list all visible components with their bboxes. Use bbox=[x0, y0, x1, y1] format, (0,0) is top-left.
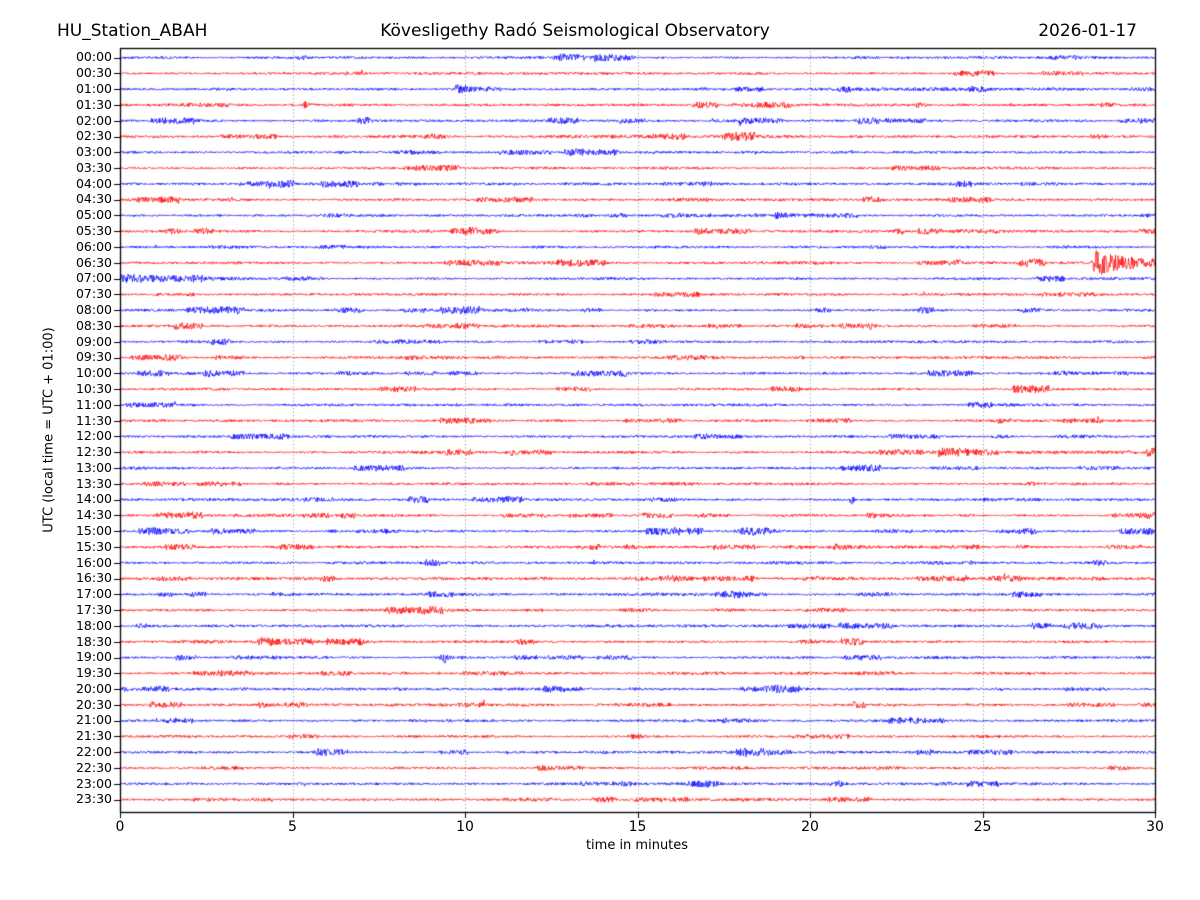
y-tick-label: 19:30 bbox=[75, 665, 112, 681]
y-tick-label: 07:30 bbox=[75, 286, 112, 302]
x-tick-label: 5 bbox=[288, 819, 297, 835]
x-tick-label: 30 bbox=[1146, 819, 1164, 835]
y-tick-label: 08:00 bbox=[75, 301, 112, 317]
y-tick-label: 13:30 bbox=[75, 475, 112, 491]
y-tick-label: 13:00 bbox=[75, 459, 112, 475]
y-tick-label: 21:30 bbox=[75, 728, 112, 744]
y-tick-label: 20:00 bbox=[75, 680, 112, 696]
y-tick-label: 10:30 bbox=[75, 380, 112, 396]
x-tick-label: 0 bbox=[115, 819, 125, 835]
y-tick-label: 15:00 bbox=[75, 523, 112, 538]
y-tick-label: 10:00 bbox=[75, 365, 112, 381]
y-tick-label: 08:30 bbox=[75, 317, 112, 333]
y-tick-label: 16:00 bbox=[75, 554, 112, 570]
y-tick-label: 23:00 bbox=[75, 775, 112, 791]
y-tick-label: 06:00 bbox=[75, 238, 112, 254]
y-tick-label: 14:30 bbox=[75, 507, 112, 523]
x-tick-label: 20 bbox=[801, 819, 819, 835]
y-tick-label: 11:30 bbox=[75, 412, 112, 428]
y-tick-label: 12:30 bbox=[75, 444, 112, 460]
y-tick-label: 04:30 bbox=[75, 191, 112, 207]
y-tick-label: 01:30 bbox=[75, 96, 112, 112]
y-tick-label: 22:00 bbox=[75, 744, 112, 760]
y-tick-label: 22:30 bbox=[75, 759, 112, 775]
y-tick-label: 06:30 bbox=[75, 254, 112, 270]
y-tick-label: 05:30 bbox=[75, 223, 112, 239]
y-tick-label: 12:00 bbox=[75, 428, 112, 444]
y-tick-label: 02:00 bbox=[75, 112, 112, 128]
y-tick-label: 02:30 bbox=[75, 128, 112, 144]
y-tick-label: 07:00 bbox=[75, 270, 112, 286]
figure-title: Kövesligethy Radó Seismological Observat… bbox=[380, 21, 770, 41]
y-tick-label: 19:00 bbox=[75, 649, 112, 665]
y-tick-label: 03:30 bbox=[75, 159, 112, 175]
y-tick-label: 03:00 bbox=[75, 144, 112, 160]
y-tick-label: 15:30 bbox=[75, 538, 112, 554]
x-axis-title: time in minutes bbox=[585, 838, 689, 853]
y-tick-label: 14:00 bbox=[75, 491, 112, 507]
x-tick-label: 15 bbox=[628, 819, 647, 835]
y-tick-label: 18:00 bbox=[75, 617, 112, 633]
x-tick-label: 10 bbox=[456, 819, 474, 835]
y-tick-label: 17:00 bbox=[75, 586, 112, 602]
y-tick-label: 21:00 bbox=[75, 712, 112, 728]
y-tick-label: 04:00 bbox=[75, 175, 112, 191]
y-tick-label: 09:30 bbox=[75, 349, 112, 365]
y-tick-label: 20:30 bbox=[75, 696, 112, 712]
y-tick-label: 16:30 bbox=[75, 570, 112, 586]
y-tick-label: 18:30 bbox=[75, 633, 112, 649]
y-tick-label: 05:00 bbox=[75, 207, 112, 223]
y-tick-label: 09:00 bbox=[75, 333, 112, 349]
y-tick-label: 17:30 bbox=[75, 601, 112, 617]
y-tick-label: 01:00 bbox=[75, 80, 112, 96]
y-tick-label: 23:30 bbox=[75, 791, 112, 807]
x-tick-label: 25 bbox=[973, 819, 992, 835]
station-label: HU_Station_ABAH bbox=[57, 21, 208, 41]
y-tick-label: 00:00 bbox=[75, 49, 112, 65]
date-label: 2026-01-17 bbox=[1038, 21, 1137, 41]
y-tick-label: 11:00 bbox=[75, 396, 112, 412]
y-tick-label: 00:30 bbox=[75, 65, 112, 81]
y-axis-title: UTC (local time = UTC + 01:00) bbox=[41, 327, 57, 533]
